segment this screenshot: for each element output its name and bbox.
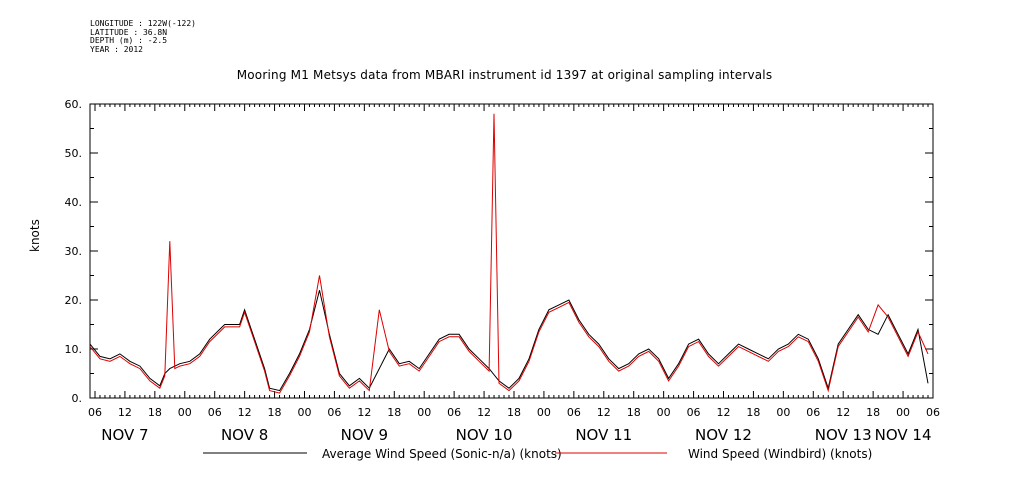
depth-text: DEPTH (m) : -2.5 (90, 36, 168, 45)
legend-label-2: Wind Speed (Windbird) (knots) (688, 447, 872, 461)
location-metadata: LONGITUDE : 122W(-122) LATITUDE : 36.8N … (90, 19, 196, 54)
latitude-text: LATITUDE : 36.8N (90, 27, 168, 37)
longitude-text: LONGITUDE : 122W(-122) (90, 19, 196, 28)
series-lines (89, 113, 929, 394)
x-hour-label: 18 (746, 406, 760, 419)
x-hour-label: 12 (716, 406, 730, 419)
series-line-1 (89, 290, 929, 392)
x-hour-label: 06 (88, 406, 102, 419)
y-tick-label: 40. (65, 196, 83, 209)
x-hour-label: 12 (118, 406, 132, 419)
y-tick-label: 0. (72, 392, 83, 405)
x-day-label: NOV 8 (221, 426, 268, 444)
x-hour-label: 00 (417, 406, 431, 419)
x-day-label: NOV 11 (575, 426, 632, 444)
x-day-label: NOV 13 (815, 426, 872, 444)
x-hour-label: 00 (657, 406, 671, 419)
x-hour-label: 18 (507, 406, 521, 419)
y-tick-label: 10. (65, 343, 83, 356)
x-day-label: NOV 7 (101, 426, 148, 444)
x-axis-ticks: 06 12 18 00 06 12 18 00 06 12 18 00 06 12 18 00 06 12 18 00… (88, 104, 940, 444)
y-tick-label: 50. (65, 147, 83, 160)
x-hour-label: 12 (357, 406, 371, 419)
x-hour-label: 00 (896, 406, 910, 419)
x-hour-label: 06 (567, 406, 581, 419)
x-hour-label: 06 (208, 406, 222, 419)
x-hour-label: 00 (297, 406, 311, 419)
y-tick-label: 60. (65, 98, 83, 111)
x-hour-label: 06 (447, 406, 461, 419)
x-hour-label: 12 (597, 406, 611, 419)
x-hour-label: 00 (178, 406, 192, 419)
x-day-label: NOV 9 (341, 426, 388, 444)
plot-frame (89, 103, 934, 399)
x-hour-label: 18 (627, 406, 641, 419)
y-tick-label: 20. (65, 294, 83, 307)
x-day-label: NOV 14 (875, 426, 932, 444)
x-day-label: NOV 12 (695, 426, 752, 444)
x-hour-label: 06 (806, 406, 820, 419)
chart-title: Mooring M1 Metsys data from MBARI instru… (236, 68, 773, 82)
y-tick-label: 30. (65, 245, 83, 258)
x-hour-label: 18 (387, 406, 401, 419)
legend-label-1: Average Wind Speed (Sonic-n/a) (knots) (322, 447, 562, 461)
x-hour-label: 06 (687, 406, 701, 419)
year-text: YEAR : 2012 (90, 44, 143, 54)
x-hour-label: 12 (238, 406, 252, 419)
x-hour-label: 18 (866, 406, 880, 419)
x-hour-label: 12 (477, 406, 491, 419)
x-hour-label: 12 (836, 406, 850, 419)
x-hour-label: 18 (268, 406, 282, 419)
y-axis-ticks: 0. 10. 20. 30. 40. 50. 60. (65, 98, 933, 405)
x-hour-label: 00 (776, 406, 790, 419)
x-hour-label: 00 (537, 406, 551, 419)
x-hour-label: 06 (327, 406, 341, 419)
x-hour-label: 06 (926, 406, 940, 419)
legend: Average Wind Speed (Sonic-n/a) (knots) Wi… (203, 447, 872, 461)
series-line-2 (89, 113, 929, 394)
x-hour-label: 18 (148, 406, 162, 419)
x-day-label: NOV 10 (456, 426, 513, 444)
